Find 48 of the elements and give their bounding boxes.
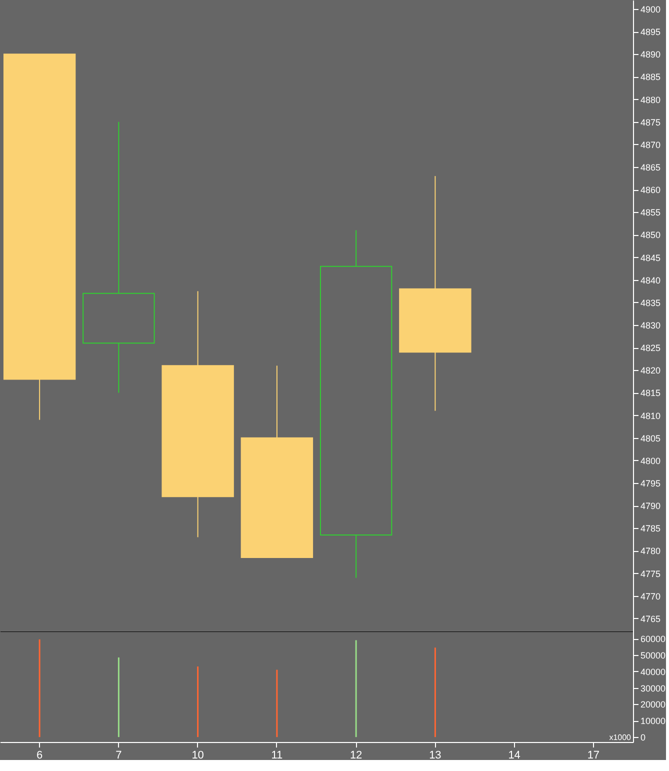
y-tick-label: 0 bbox=[640, 732, 646, 743]
y-tick-label: 4865 bbox=[640, 162, 661, 173]
x-tick-label: 17 bbox=[587, 750, 600, 762]
y-tick-label: 10000 bbox=[640, 716, 666, 726]
y-tick-label: 4855 bbox=[640, 208, 661, 218]
y-tick-label: 4765 bbox=[640, 614, 661, 624]
y-tick-label: 4810 bbox=[640, 410, 661, 421]
y-tick-label: 4795 bbox=[640, 478, 661, 489]
annotation: x1000 bbox=[609, 733, 632, 742]
x-tick-label: 11 bbox=[271, 750, 283, 762]
candlestick bbox=[399, 176, 472, 412]
y-tick-label: 40000 bbox=[640, 666, 666, 677]
y-tick-label: 4800 bbox=[640, 456, 661, 466]
x-tick-label: 6 bbox=[36, 750, 43, 762]
y-tick-label: 4840 bbox=[640, 275, 661, 286]
y-tick-label: 4875 bbox=[640, 117, 661, 128]
y-tick-label: 4790 bbox=[640, 501, 661, 512]
y-tick-label: 4895 bbox=[640, 27, 661, 38]
y-tick-label: 4825 bbox=[640, 343, 661, 354]
y-tick-label: 30000 bbox=[640, 683, 666, 694]
y-tick-label: 4775 bbox=[640, 568, 661, 579]
y-tick-label: 4785 bbox=[640, 524, 661, 534]
x-tick-label: 10 bbox=[192, 750, 204, 762]
x-tick-label: 13 bbox=[429, 750, 442, 762]
y-tick-label: 50000 bbox=[640, 650, 666, 660]
y-tick-label: 4805 bbox=[640, 433, 661, 444]
y-tick-label: 4780 bbox=[640, 546, 661, 556]
y-tick-label: 4815 bbox=[640, 388, 661, 398]
x-tick-label: 12 bbox=[350, 750, 362, 762]
y-tick-label: 4845 bbox=[640, 252, 661, 263]
y-tick-label: 4830 bbox=[640, 320, 661, 331]
x-tick-label: 7 bbox=[116, 750, 122, 762]
y-tick-label: 4870 bbox=[640, 140, 661, 150]
y-tick-label: 4835 bbox=[640, 298, 661, 308]
candlestick bbox=[320, 230, 392, 578]
candlestick bbox=[82, 121, 155, 394]
y-tick-label: 4880 bbox=[640, 94, 661, 105]
y-tick-label: 4885 bbox=[640, 72, 661, 82]
candlestick bbox=[162, 290, 234, 538]
y-tick-label: 4850 bbox=[640, 230, 661, 240]
y-tick-label: 4900 bbox=[640, 4, 661, 15]
y-tick-label: 60000 bbox=[640, 634, 666, 644]
y-tick-label: 4890 bbox=[640, 50, 661, 60]
y-tick-label: 4820 bbox=[640, 366, 661, 376]
x-tick-label: 14 bbox=[508, 750, 520, 762]
y-tick-label: 4860 bbox=[640, 185, 661, 196]
y-tick-label: 4770 bbox=[640, 591, 661, 602]
y-tick-label: 20000 bbox=[640, 700, 666, 710]
